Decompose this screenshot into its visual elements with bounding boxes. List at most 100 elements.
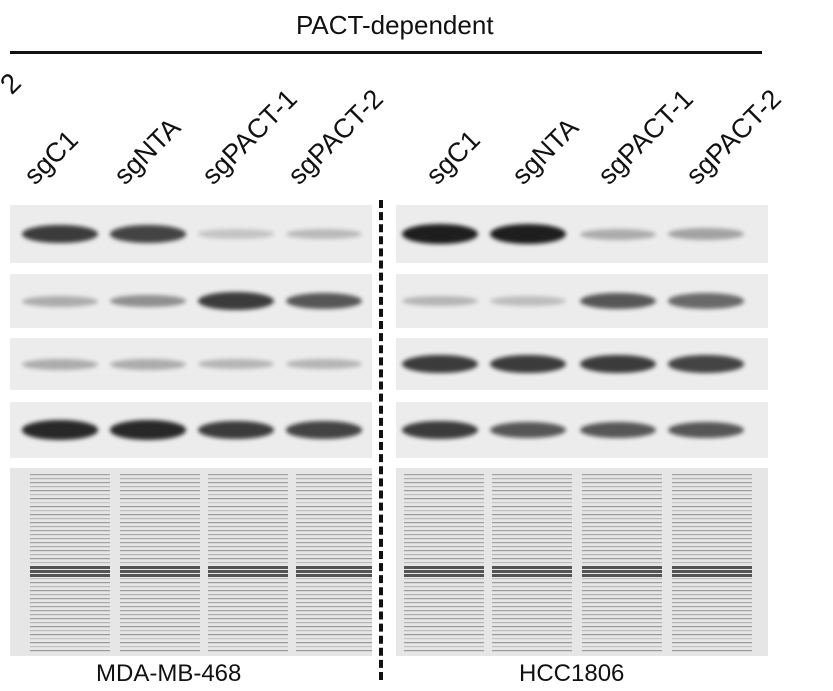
stain-band — [492, 574, 572, 577]
blot-band — [110, 225, 186, 243]
stain-band — [296, 634, 372, 636]
blot-band — [402, 224, 478, 244]
stain-band — [30, 590, 110, 592]
stain-band — [404, 578, 484, 580]
blot-band — [22, 420, 98, 440]
stain-band — [492, 610, 572, 612]
stain-band — [492, 562, 572, 564]
stain-band — [404, 478, 484, 480]
stain-band — [120, 550, 200, 552]
stain-band — [672, 586, 752, 588]
blot-band — [580, 354, 656, 374]
lane-label: sgNTA — [506, 112, 585, 191]
stain-band — [120, 642, 200, 644]
stain-band — [30, 578, 110, 580]
stain-band — [208, 514, 288, 516]
stain-band — [296, 562, 372, 564]
stain-band — [404, 518, 484, 520]
stain-band — [120, 630, 200, 632]
blot-strip — [10, 274, 372, 328]
stain-band — [296, 566, 372, 569]
stain-band — [296, 538, 372, 540]
stain-band — [30, 610, 110, 612]
stain-band — [208, 574, 288, 577]
stain-band — [492, 646, 572, 648]
stain-band — [208, 570, 288, 573]
stain-band — [582, 630, 662, 632]
stain-band — [672, 522, 752, 524]
stain-band — [296, 622, 372, 624]
blot-band — [402, 295, 478, 307]
stain-band — [208, 630, 288, 632]
stain-band — [582, 486, 662, 488]
blot-band — [668, 228, 744, 240]
stain-band — [30, 510, 110, 512]
stain-band — [404, 502, 484, 504]
stain-band — [208, 618, 288, 620]
stain-band — [296, 650, 372, 652]
lane-label: sgC1 — [420, 124, 486, 191]
stain-band — [672, 538, 752, 540]
stain-band — [404, 522, 484, 524]
stain-band — [672, 594, 752, 596]
stain-band — [296, 626, 372, 628]
stain-band — [208, 498, 288, 500]
stain-band — [672, 634, 752, 636]
stain-band — [120, 578, 200, 580]
stain-band — [672, 638, 752, 640]
stain-band — [672, 550, 752, 552]
blot-strip — [10, 338, 372, 390]
stain-band — [582, 542, 662, 544]
stain-band — [296, 582, 372, 584]
stain-band — [30, 638, 110, 640]
stain-band — [672, 618, 752, 620]
stain-band — [672, 562, 752, 564]
blot-band — [286, 292, 362, 310]
stain-band — [30, 498, 110, 500]
stain-band — [672, 510, 752, 512]
stain-band — [672, 490, 752, 492]
blot-band — [490, 421, 566, 439]
stain-band — [208, 506, 288, 508]
stain-band — [672, 574, 752, 577]
blot-band — [402, 354, 478, 374]
stain-band — [582, 550, 662, 552]
stain-band — [120, 570, 200, 573]
blot-band — [286, 228, 362, 240]
panel-divider — [379, 200, 383, 680]
stain-band — [208, 614, 288, 616]
blot-band — [580, 228, 656, 240]
stain-band — [208, 546, 288, 548]
stain-band — [672, 514, 752, 516]
lane-label: sgNTA — [108, 112, 187, 191]
stain-band — [672, 478, 752, 480]
stain-band — [296, 594, 372, 596]
stain-band — [208, 534, 288, 536]
stain-band — [492, 558, 572, 560]
stain-band — [404, 514, 484, 516]
stain-band — [582, 586, 662, 588]
header-label: PACT-dependent — [296, 10, 494, 40]
stain-band — [492, 554, 572, 556]
stain-band — [120, 478, 200, 480]
stain-band — [404, 630, 484, 632]
stain-band — [404, 534, 484, 536]
stain-band — [120, 530, 200, 532]
stain-band — [492, 550, 572, 552]
stain-band — [296, 502, 372, 504]
stain-band — [492, 530, 572, 532]
blot-strip — [396, 274, 768, 328]
stain-band — [404, 542, 484, 544]
stain-band — [582, 646, 662, 648]
header-rule — [10, 51, 762, 54]
stain-band — [120, 510, 200, 512]
stain-band — [492, 498, 572, 500]
stain-band — [404, 618, 484, 620]
stain-band — [672, 482, 752, 484]
stain-band — [208, 494, 288, 496]
stain-band — [492, 566, 572, 569]
stain-band — [208, 650, 288, 652]
stain-band — [672, 502, 752, 504]
lane-label: sgPACT-1 — [592, 83, 699, 191]
blot-band — [668, 293, 744, 309]
